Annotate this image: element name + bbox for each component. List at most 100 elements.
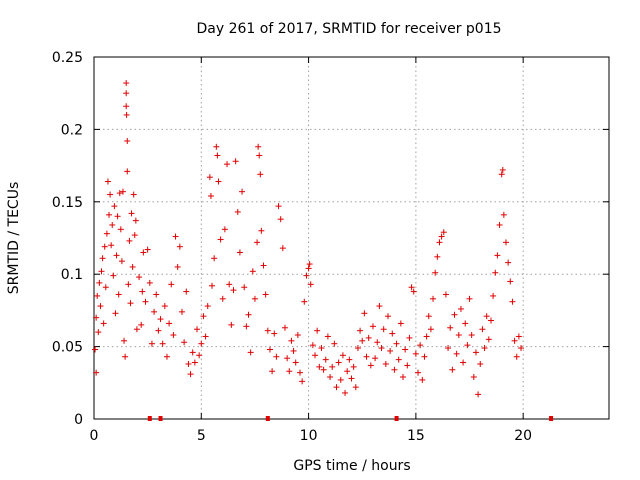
data-point bbox=[327, 374, 334, 381]
data-point bbox=[217, 236, 224, 243]
data-point bbox=[170, 332, 177, 339]
data-point bbox=[492, 269, 499, 276]
data-point bbox=[247, 349, 254, 356]
data-point bbox=[117, 226, 124, 233]
data-point bbox=[464, 342, 471, 349]
data-point bbox=[256, 152, 263, 159]
data-point bbox=[187, 371, 194, 378]
data-point bbox=[281, 324, 288, 331]
x-tick-label: 15 bbox=[407, 428, 425, 444]
x-tick-label: 10 bbox=[300, 428, 318, 444]
data-point bbox=[376, 303, 383, 310]
data-point bbox=[206, 174, 213, 181]
data-point bbox=[447, 324, 454, 331]
data-point bbox=[124, 168, 131, 175]
x-axis: 0 5 10 15 20 bbox=[90, 57, 532, 444]
data-point bbox=[397, 320, 404, 327]
data-point bbox=[209, 282, 216, 289]
data-point bbox=[133, 326, 140, 333]
data-point bbox=[155, 327, 162, 334]
data-point bbox=[138, 321, 145, 328]
data-point bbox=[382, 360, 389, 367]
data-point bbox=[166, 320, 173, 327]
data-point bbox=[477, 360, 484, 367]
data-point bbox=[264, 327, 271, 334]
data-point bbox=[98, 268, 105, 275]
data-point bbox=[110, 272, 117, 279]
data-point bbox=[241, 284, 248, 291]
data-point bbox=[511, 337, 518, 344]
data-point bbox=[139, 288, 146, 295]
data-point bbox=[108, 242, 115, 249]
data-point bbox=[153, 291, 160, 298]
data-point bbox=[306, 261, 313, 268]
data-point bbox=[232, 158, 239, 165]
data-point bbox=[144, 246, 151, 253]
data-point bbox=[236, 249, 243, 256]
data-point bbox=[198, 340, 205, 347]
data-point bbox=[119, 188, 126, 195]
plot-frame bbox=[93, 56, 610, 420]
data-point bbox=[290, 347, 297, 354]
data-point bbox=[423, 333, 430, 340]
data-point bbox=[97, 303, 104, 310]
data-point bbox=[400, 374, 406, 381]
data-point bbox=[359, 337, 366, 344]
data-point bbox=[314, 327, 321, 334]
data-point bbox=[490, 292, 497, 299]
data-point bbox=[185, 360, 192, 367]
data-point bbox=[427, 326, 434, 333]
data-point bbox=[432, 269, 439, 276]
data-point bbox=[342, 389, 349, 396]
data-point bbox=[329, 363, 336, 370]
data-point bbox=[318, 345, 325, 352]
data-point bbox=[107, 191, 114, 198]
data-point bbox=[148, 340, 155, 347]
data-point bbox=[230, 287, 237, 294]
data-point bbox=[500, 211, 507, 218]
data-point bbox=[301, 298, 308, 305]
data-point bbox=[436, 239, 443, 246]
data-point bbox=[421, 353, 428, 360]
data-point bbox=[367, 362, 374, 369]
data-point bbox=[498, 171, 505, 178]
data-point bbox=[389, 330, 396, 337]
data-point bbox=[228, 321, 235, 328]
data-point bbox=[451, 311, 458, 318]
data-point bbox=[496, 221, 503, 228]
data-point bbox=[395, 356, 402, 363]
data-point bbox=[122, 353, 129, 360]
data-point bbox=[457, 305, 464, 312]
data-point bbox=[475, 391, 482, 398]
zero-marker bbox=[549, 416, 554, 421]
data-point bbox=[128, 210, 135, 217]
data-point bbox=[121, 337, 128, 344]
data-point bbox=[204, 303, 211, 310]
data-point bbox=[481, 345, 488, 352]
data-point bbox=[324, 333, 331, 340]
data-point bbox=[307, 281, 314, 288]
data-point bbox=[125, 281, 132, 288]
data-point bbox=[466, 295, 473, 302]
data-point bbox=[507, 278, 514, 285]
data-point bbox=[406, 334, 413, 341]
y-tick-label: 0.1 bbox=[61, 267, 83, 283]
data-point bbox=[380, 326, 387, 333]
data-point bbox=[111, 203, 118, 210]
data-point bbox=[178, 308, 185, 315]
data-point bbox=[363, 353, 370, 360]
data-point bbox=[339, 352, 346, 359]
data-point bbox=[113, 252, 120, 259]
y-axis-label: SRMTID / TECUs bbox=[6, 182, 22, 295]
data-point bbox=[410, 288, 417, 295]
data-point bbox=[174, 263, 181, 270]
data-point bbox=[470, 374, 477, 381]
data-point bbox=[103, 230, 110, 237]
data-point bbox=[384, 313, 391, 320]
data-point bbox=[462, 320, 469, 327]
zero-marker bbox=[147, 416, 152, 421]
data-point bbox=[369, 323, 376, 330]
data-point bbox=[266, 346, 273, 353]
data-point bbox=[434, 253, 441, 260]
data-point bbox=[255, 143, 262, 150]
